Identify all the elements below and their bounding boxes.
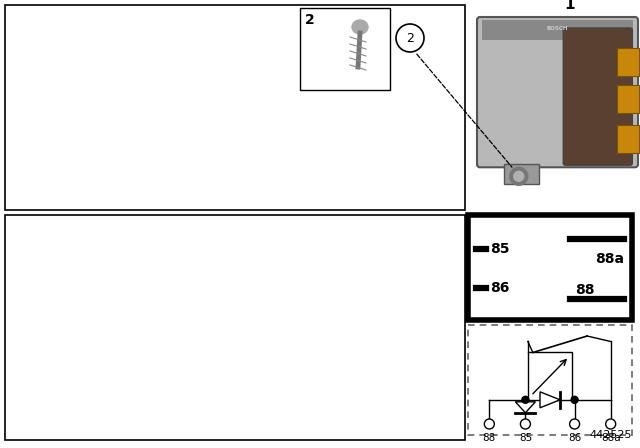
Text: 88: 88 bbox=[575, 284, 594, 297]
Bar bbox=[617, 48, 639, 76]
Text: 88a: 88a bbox=[595, 252, 624, 266]
Text: 85: 85 bbox=[519, 433, 532, 443]
Circle shape bbox=[570, 419, 580, 429]
Text: 88: 88 bbox=[483, 433, 496, 443]
Bar bbox=[5, 5, 465, 210]
Ellipse shape bbox=[352, 20, 368, 34]
Text: 86: 86 bbox=[490, 281, 509, 296]
Text: 1: 1 bbox=[564, 0, 575, 12]
Bar bbox=[528, 353, 572, 400]
Circle shape bbox=[522, 396, 529, 403]
Bar bbox=[300, 8, 390, 90]
Text: 2: 2 bbox=[305, 13, 315, 27]
Text: 2: 2 bbox=[406, 31, 414, 44]
Bar bbox=[468, 325, 632, 435]
Text: 86: 86 bbox=[568, 433, 581, 443]
Circle shape bbox=[514, 171, 524, 181]
Polygon shape bbox=[515, 402, 536, 413]
Text: 85: 85 bbox=[490, 241, 509, 256]
Text: 88a: 88a bbox=[601, 433, 621, 443]
Text: 442525: 442525 bbox=[589, 430, 632, 440]
Polygon shape bbox=[540, 392, 560, 408]
Bar bbox=[5, 215, 465, 440]
Circle shape bbox=[571, 396, 578, 403]
Text: BOSCH: BOSCH bbox=[547, 26, 568, 30]
Bar bbox=[482, 20, 633, 40]
Circle shape bbox=[396, 24, 424, 52]
Circle shape bbox=[509, 167, 528, 185]
Bar bbox=[468, 215, 632, 320]
FancyBboxPatch shape bbox=[477, 17, 638, 167]
Bar bbox=[617, 125, 639, 153]
Circle shape bbox=[520, 419, 531, 429]
FancyBboxPatch shape bbox=[563, 28, 632, 165]
Circle shape bbox=[605, 419, 616, 429]
Bar bbox=[617, 85, 639, 113]
Bar bbox=[504, 164, 539, 184]
Circle shape bbox=[484, 419, 494, 429]
